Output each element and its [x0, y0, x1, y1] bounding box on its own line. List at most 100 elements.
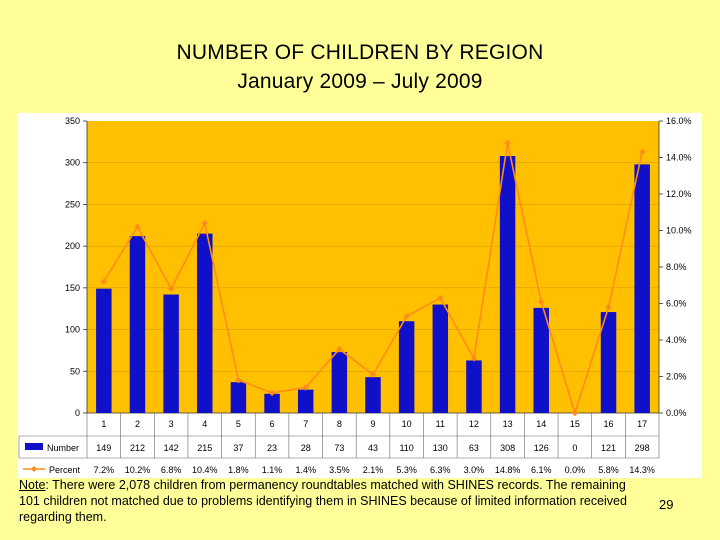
percent-marker	[437, 294, 444, 302]
x-tick-label: 8	[337, 419, 342, 429]
table-value-number: 215	[197, 443, 212, 453]
x-tick-label: 6	[270, 419, 275, 429]
bar	[163, 294, 179, 413]
bar	[432, 304, 449, 413]
table-value-percent: 7.2%	[94, 465, 115, 475]
bar	[129, 236, 146, 413]
x-tick-label: 10	[402, 419, 412, 429]
x-tick-label: 7	[303, 419, 308, 429]
x-tick-label: 2	[135, 419, 140, 429]
percent-marker	[201, 220, 208, 227]
table-value-number: 212	[130, 443, 145, 453]
table-value-percent: 3.0%	[464, 465, 485, 475]
table-value-number: 0	[572, 443, 577, 453]
percent-marker	[302, 384, 309, 391]
x-tick-label: 16	[604, 419, 614, 429]
percent-marker	[571, 409, 579, 417]
table-value-number: 121	[601, 443, 616, 453]
bar	[634, 164, 650, 413]
footnote: Note: There were 2,078 children from per…	[19, 477, 629, 525]
x-tick-label: 17	[637, 419, 647, 429]
y-tick-label: 50	[70, 366, 80, 376]
y-tick-label: 100	[65, 325, 80, 335]
table-value-number: 73	[334, 443, 344, 453]
table-value-percent: 6.3%	[430, 465, 451, 475]
bar	[600, 312, 617, 413]
bar	[197, 233, 213, 413]
table-value-number: 130	[433, 443, 448, 453]
percent-marker	[470, 355, 478, 362]
page-number: 29	[659, 497, 674, 512]
legend-key-number	[25, 443, 43, 450]
bar	[297, 389, 314, 413]
table-value-percent: 14.3%	[629, 465, 655, 475]
table-value-percent: 1.8%	[228, 465, 249, 475]
table-value-number: 298	[635, 443, 650, 453]
table-value-percent: 6.8%	[161, 465, 182, 475]
x-tick-label: 15	[570, 419, 580, 429]
percent-marker	[538, 298, 545, 305]
x-tick-label: 12	[469, 419, 479, 429]
y2-tick-label: 8.0%	[666, 262, 687, 272]
x-tick-label: 5	[236, 419, 241, 429]
y2-tick-label: 4.0%	[666, 335, 687, 345]
percent-marker	[336, 345, 343, 353]
bar	[264, 393, 280, 413]
bar	[466, 360, 482, 413]
x-tick-label: 3	[169, 419, 174, 429]
table-value-number: 43	[368, 443, 378, 453]
table-value-number: 308	[500, 443, 515, 453]
table-value-percent: 14.8%	[495, 465, 521, 475]
x-tick-label: 11	[436, 419, 445, 429]
percent-marker	[235, 376, 242, 384]
bar	[398, 321, 415, 413]
percent-marker	[268, 389, 276, 397]
percent-marker	[638, 148, 646, 156]
combo-chart: 0501001502002503003500.0%2.0%4.0%6.0%8.0…	[17, 113, 702, 478]
y2-tick-label: 2.0%	[666, 372, 687, 382]
bar	[533, 307, 549, 413]
table-value-percent: 1.4%	[295, 465, 316, 475]
table-value-number: 110	[399, 443, 413, 453]
x-tick-label: 4	[202, 419, 207, 429]
table-value-percent: 5.8%	[598, 465, 619, 475]
table-value-percent: 3.5%	[329, 465, 350, 475]
table-value-percent: 10.2%	[125, 465, 151, 475]
bar	[499, 156, 516, 413]
table-value-number: 149	[96, 443, 111, 453]
percent-marker	[403, 313, 410, 320]
percent-marker	[605, 303, 612, 311]
chart-subtitle: January 2009 – July 2009	[237, 70, 483, 93]
y-tick-label: 0	[75, 408, 80, 418]
bar	[331, 352, 348, 413]
legend-key-percent-marker	[31, 466, 37, 472]
y2-tick-label: 12.0%	[666, 189, 692, 199]
table-value-percent: 2.1%	[363, 465, 384, 475]
percent-marker	[100, 278, 108, 285]
x-tick-label: 1	[101, 419, 106, 429]
footnote-label: Note	[19, 478, 46, 492]
x-tick-label: 13	[503, 419, 513, 429]
percent-marker	[369, 371, 377, 378]
chart-container: 0 50 100 150 200 250 300 350 0.0% 2.0% 4.0% 6.0% 8.0…	[17, 113, 702, 478]
table-value-number: 37	[233, 443, 243, 453]
bar	[96, 288, 112, 413]
table-value-number: 126	[534, 443, 549, 453]
legend-label-percent: Percent	[49, 465, 81, 475]
bar	[230, 382, 247, 413]
table-value-number: 63	[469, 443, 479, 453]
y-tick-label: 250	[65, 199, 80, 209]
table-value-percent: 0.0%	[565, 465, 586, 475]
y2-tick-label: 0.0%	[666, 408, 687, 418]
percent-marker	[167, 285, 175, 293]
table-value-percent: 1.1%	[262, 465, 283, 475]
y2-tick-label: 14.0%	[666, 153, 692, 163]
bar	[365, 377, 381, 413]
table-value-number: 28	[301, 443, 311, 453]
y-tick-label: 350	[65, 116, 80, 126]
x-tick-label: 9	[370, 419, 375, 429]
table-value-number: 23	[267, 443, 277, 453]
y-tick-label: 200	[65, 241, 80, 251]
table-value-number: 142	[164, 443, 179, 453]
legend-label-number: Number	[47, 443, 79, 453]
